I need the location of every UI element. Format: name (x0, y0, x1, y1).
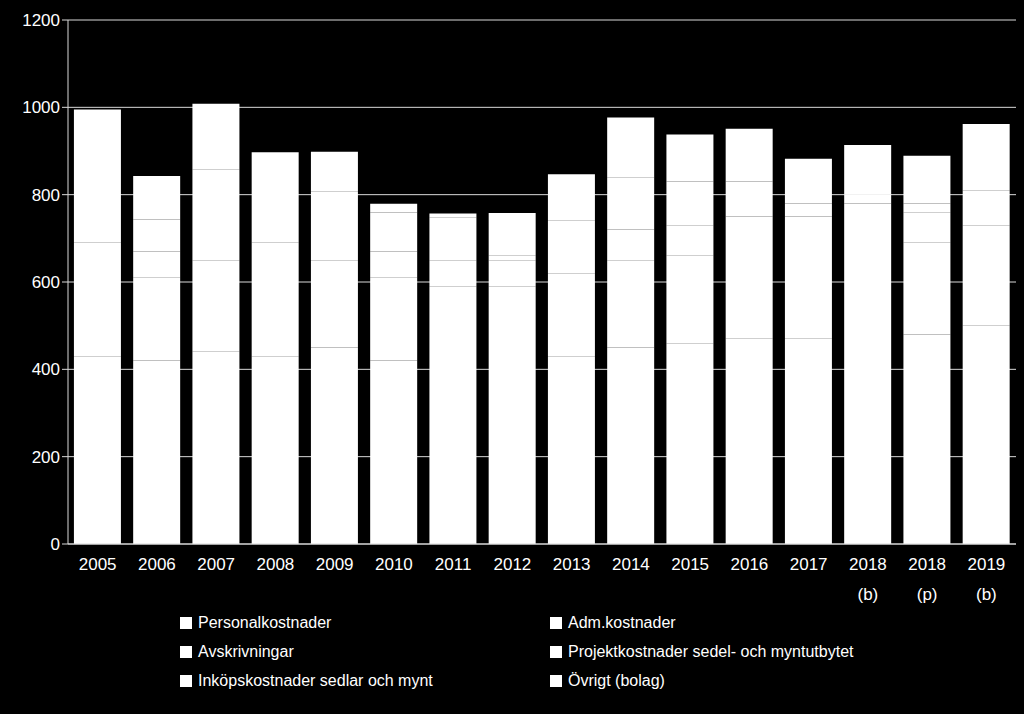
svg-text:2018: 2018 (849, 555, 887, 574)
svg-text:(b): (b) (976, 585, 997, 604)
html-text:Avskrivningar: Avskrivningar (198, 643, 294, 660)
html-text:Inköpskostnader sedlar och myn: Inköpskostnader sedlar och mynt (198, 672, 433, 689)
svg-text:2008: 2008 (256, 555, 294, 574)
svg-text:2009: 2009 (316, 555, 354, 574)
svg-text:2005: 2005 (79, 555, 117, 574)
html-text:Personalkostnader: Personalkostnader (198, 614, 332, 631)
svg-text:400: 400 (32, 360, 60, 379)
svg-text:(b): (b) (857, 585, 878, 604)
svg-text:2007: 2007 (197, 555, 235, 574)
svg-text:800: 800 (32, 186, 60, 205)
svg-text:600: 600 (32, 273, 60, 292)
svg-text:2010: 2010 (375, 555, 413, 574)
svg-text:(p): (p) (917, 585, 938, 604)
svg-text:2006: 2006 (138, 555, 176, 574)
svg-text:2017: 2017 (790, 555, 828, 574)
svg-text:2018: 2018 (908, 555, 946, 574)
svg-text:2019: 2019 (967, 555, 1005, 574)
html-text:Adm.kostnader: Adm.kostnader (568, 614, 676, 631)
html-text:Projektkostnader sedel- och my: Projektkostnader sedel- och myntutbytet (568, 643, 854, 660)
svg-text:1000: 1000 (22, 98, 60, 117)
svg-text:2016: 2016 (730, 555, 768, 574)
svg-text:2011: 2011 (435, 555, 472, 574)
svg-text:2013: 2013 (553, 555, 591, 574)
svg-text:200: 200 (32, 448, 60, 467)
svg-text:1200: 1200 (22, 11, 60, 30)
svg-text:0: 0 (51, 535, 60, 554)
svg-text:2014: 2014 (612, 555, 650, 574)
html-text:Övrigt (bolag): Övrigt (bolag) (568, 672, 665, 689)
svg-text:2015: 2015 (671, 555, 709, 574)
svg-text:2012: 2012 (493, 555, 531, 574)
